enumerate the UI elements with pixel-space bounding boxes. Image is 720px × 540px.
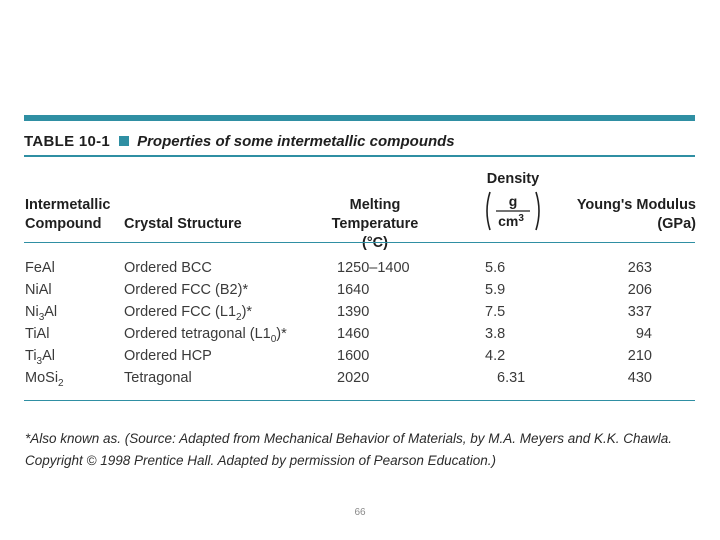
header-density: Density g cm3 <box>484 170 542 231</box>
cell-melting: 1250–1400 <box>337 260 410 276</box>
cell-density: 7.5 <box>485 304 506 320</box>
table-bottom-rule <box>24 400 695 401</box>
cell-melting: 1600 <box>337 348 370 364</box>
table-row: TiAl Ordered tetragonal (L10)* 1460 3.8 … <box>0 326 720 347</box>
header-modulus-line2: (GPa) <box>657 216 696 232</box>
density-numerator: g <box>509 193 518 209</box>
table-top-rule <box>24 115 695 121</box>
cell-density: 6.31 <box>497 370 526 386</box>
page-number: 66 <box>354 507 366 518</box>
cell-density: 5.6 <box>485 260 506 276</box>
cell-structure: Ordered FCC (B2)* <box>124 282 249 298</box>
footnote-line1: *Also known as. (Source: Adapted from Me… <box>25 431 673 446</box>
table-row: FeAl Ordered BCC 1250–1400 5.6 263 <box>0 260 720 281</box>
table-row: Ni3Al Ordered FCC (L12)* 1390 7.5 337 <box>0 304 720 325</box>
cell-compound: TiAl <box>25 326 50 342</box>
cell-melting: 1640 <box>337 282 370 298</box>
density-denominator: cm3 <box>498 213 524 229</box>
title-rule <box>24 155 695 157</box>
cell-modulus: 206 <box>627 282 652 298</box>
cell-structure: Ordered tetragonal (L10)* <box>124 326 287 345</box>
cell-modulus: 94 <box>635 326 652 342</box>
header-modulus: Young's Modulus (GPa) <box>576 196 696 234</box>
cell-compound: Ni3Al <box>25 304 58 323</box>
cell-structure: Ordered BCC <box>124 260 212 276</box>
cell-compound: NiAl <box>25 282 52 298</box>
cell-modulus: 430 <box>627 370 652 386</box>
table-row: MoSi2 Tetragonal 2020 6.31 430 <box>0 370 720 391</box>
header-melting: Melting Temperature (°C) <box>306 196 444 253</box>
cell-compound: FeAl <box>25 260 55 276</box>
cell-modulus: 337 <box>627 304 652 320</box>
table-row: Ti3Al Ordered HCP 1600 4.2 210 <box>0 348 720 369</box>
cell-density: 3.8 <box>485 326 506 342</box>
cell-density: 4.2 <box>485 348 506 364</box>
cell-compound: Ti3Al <box>25 348 56 367</box>
table-title-row: TABLE 10-1 Properties of some intermetal… <box>24 131 455 151</box>
header-compound-line1: Intermetallic <box>25 197 111 213</box>
density-unit-fraction: g cm3 <box>486 191 540 231</box>
cell-modulus: 210 <box>627 348 652 364</box>
cell-compound: MoSi2 <box>25 370 64 389</box>
header-compound-line2: Compound <box>25 216 102 232</box>
header-compound: Intermetallic Compound <box>25 196 110 234</box>
cell-structure: Ordered FCC (L12)* <box>124 304 253 323</box>
header-density-title: Density <box>486 171 540 187</box>
header-melting-line2: (°C) <box>362 235 388 251</box>
table-footnote: *Also known as. (Source: Adapted from Me… <box>25 428 705 472</box>
table-title: Properties of some intermetallic compoun… <box>137 132 455 150</box>
cell-structure: Ordered HCP <box>124 348 212 364</box>
header-structure: Crystal Structure <box>124 216 242 232</box>
cell-modulus: 263 <box>627 260 652 276</box>
cell-melting: 1390 <box>337 304 370 320</box>
footnote-line2: Copyright © 1998 Prentice Hall. Adapted … <box>25 453 496 468</box>
header-modulus-line1: Young's Modulus <box>576 197 696 213</box>
header-melting-line1: Melting Temperature <box>331 197 419 232</box>
table-label: TABLE 10-1 <box>24 132 111 150</box>
cell-melting: 2020 <box>337 370 370 386</box>
cell-melting: 1460 <box>337 326 370 342</box>
table-row: NiAl Ordered FCC (B2)* 1640 5.9 206 <box>0 282 720 303</box>
cell-structure: Tetragonal <box>124 370 192 386</box>
title-square-icon <box>119 136 130 146</box>
header-rule <box>24 242 695 243</box>
cell-density: 5.9 <box>485 282 506 298</box>
